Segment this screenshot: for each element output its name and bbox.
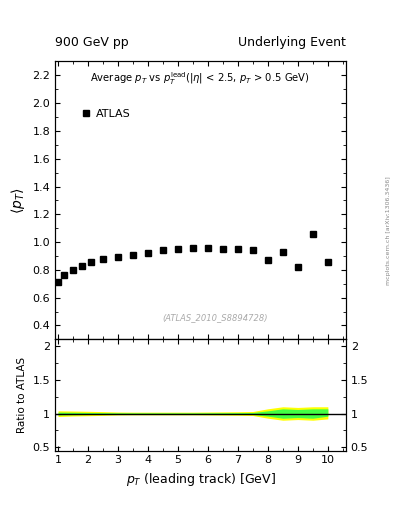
Line: ATLAS: ATLAS xyxy=(55,231,331,285)
ATLAS xyxy=(266,257,270,263)
ATLAS xyxy=(206,245,210,251)
X-axis label: $p_T$ (leading track) [GeV]: $p_T$ (leading track) [GeV] xyxy=(125,471,275,488)
Y-axis label: Ratio to ATLAS: Ratio to ATLAS xyxy=(17,357,27,433)
ATLAS xyxy=(325,259,330,265)
ATLAS xyxy=(176,246,180,252)
ATLAS xyxy=(101,255,105,262)
Text: mcplots.cern.ch [arXiv:1306.3436]: mcplots.cern.ch [arXiv:1306.3436] xyxy=(386,176,391,285)
ATLAS xyxy=(62,272,66,279)
ATLAS xyxy=(251,247,255,253)
ATLAS xyxy=(296,264,300,270)
Text: Underlying Event: Underlying Event xyxy=(238,36,346,49)
ATLAS xyxy=(310,231,315,237)
ATLAS xyxy=(281,249,285,255)
ATLAS xyxy=(235,246,240,252)
ATLAS xyxy=(130,251,135,258)
ATLAS xyxy=(80,263,84,269)
Text: (ATLAS_2010_S8894728): (ATLAS_2010_S8894728) xyxy=(162,313,268,322)
ATLAS xyxy=(56,280,61,286)
ATLAS xyxy=(116,254,120,261)
ATLAS xyxy=(145,250,150,257)
Y-axis label: $\langle p_T \rangle$: $\langle p_T \rangle$ xyxy=(9,187,27,214)
Text: Average $p_T$ vs $p_T^{\mathrm{lead}}$($|\eta|$ < 2.5, $p_T$ > 0.5 GeV): Average $p_T$ vs $p_T^{\mathrm{lead}}$($… xyxy=(90,70,310,87)
ATLAS xyxy=(161,247,165,253)
ATLAS xyxy=(191,245,195,251)
ATLAS xyxy=(220,246,225,252)
Text: 900 GeV pp: 900 GeV pp xyxy=(55,36,129,49)
ATLAS xyxy=(71,267,75,273)
ATLAS xyxy=(89,259,94,265)
Legend: ATLAS: ATLAS xyxy=(72,100,139,128)
